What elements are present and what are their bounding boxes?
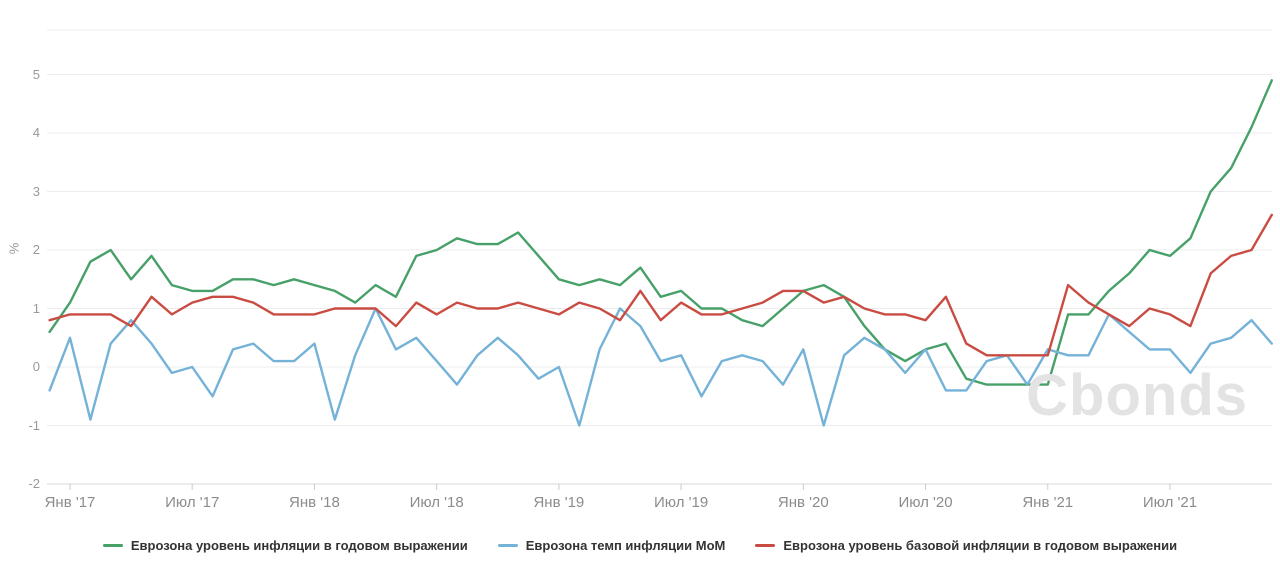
x-axis-label: Июл '20 bbox=[898, 494, 953, 511]
y-axis-label: 2 bbox=[32, 242, 40, 257]
series-line-2[interactable] bbox=[48, 213, 1274, 357]
y-axis-label: 4 bbox=[32, 125, 40, 140]
series-line-0[interactable] bbox=[48, 79, 1274, 386]
y-axis-label: 0 bbox=[32, 359, 40, 374]
legend-item-label: Еврозона темп инфляции MoM bbox=[525, 538, 726, 553]
legend: Еврозона уровень инфляции в годовом выра… bbox=[0, 538, 1280, 553]
x-axis-label: Янв '21 bbox=[1022, 494, 1074, 511]
x-axis-label: Янв '20 bbox=[777, 494, 829, 511]
x-axis-label: Июл '17 bbox=[165, 494, 220, 511]
legend-swatch-icon bbox=[102, 544, 123, 547]
y-axis-label: -1 bbox=[28, 417, 40, 433]
x-axis-label: Июл '19 bbox=[654, 494, 709, 511]
x-axis-label: Июл '21 bbox=[1142, 494, 1198, 511]
legend-item-1[interactable]: Еврозона темп инфляции MoM bbox=[497, 538, 726, 553]
legend-item-2[interactable]: Еврозона уровень базовой инфляции в годо… bbox=[755, 538, 1177, 553]
x-axis-label: Июл '18 bbox=[409, 494, 464, 511]
y-axis-title: % bbox=[6, 242, 22, 255]
y-axis-label: 1 bbox=[32, 300, 40, 316]
y-axis-label: 3 bbox=[32, 183, 40, 199]
y-axis-label: 5 bbox=[32, 66, 40, 82]
cbonds-watermark: Cbonds bbox=[1026, 363, 1248, 428]
x-axis-label: Янв '18 bbox=[289, 494, 340, 511]
legend-item-label: Еврозона уровень базовой инфляции в годо… bbox=[783, 538, 1178, 553]
y-axis-label: -2 bbox=[28, 476, 40, 491]
legend-swatch-icon bbox=[497, 544, 518, 547]
x-axis-label: Янв '17 bbox=[44, 494, 96, 511]
x-axis-label: Янв '19 bbox=[533, 494, 585, 511]
legend-item-label: Еврозона уровень инфляции в годовом выра… bbox=[130, 538, 468, 553]
series-line-1[interactable] bbox=[48, 307, 1274, 427]
legend-item-0[interactable]: Еврозона уровень инфляции в годовом выра… bbox=[102, 538, 468, 553]
legend-swatch-icon bbox=[755, 544, 776, 547]
